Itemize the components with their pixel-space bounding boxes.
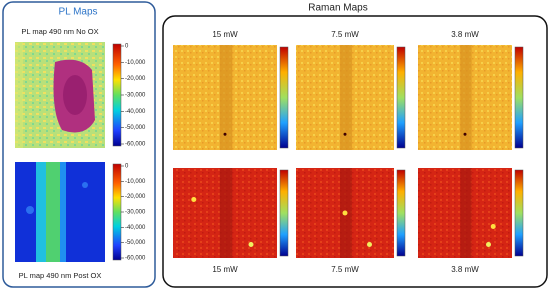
raman-hotspot <box>367 242 372 247</box>
pl-map-label: PL map 490 nm No OX <box>21 27 98 36</box>
raman-hotspot <box>490 224 496 229</box>
colorbar-label: -50,000 <box>125 240 146 246</box>
raman-map-stripe <box>219 168 233 258</box>
colorbar <box>396 46 406 149</box>
colorbar-label: -30,000 <box>125 93 146 99</box>
colorbar <box>514 46 524 149</box>
raman-panel <box>162 15 548 288</box>
colorbar <box>514 169 524 257</box>
raman-map-stripe <box>340 45 352 150</box>
raman-hotspot <box>191 197 197 202</box>
colorbar-label: -40,000 <box>125 109 146 115</box>
colorbar <box>396 169 406 257</box>
colorbar <box>112 43 122 147</box>
raman-map-stripe <box>460 168 472 258</box>
raman-hotspot <box>248 242 254 247</box>
colorbar-label: -10,000 <box>125 60 146 66</box>
pl-map-label: PL map 490 nm Post OX <box>19 271 102 280</box>
colorbar <box>279 46 289 149</box>
colorbar-label: -30,000 <box>125 210 146 216</box>
pl-map-image <box>15 162 105 262</box>
colorbar-label: -10,000 <box>125 179 146 185</box>
power-label: 7.5 mW <box>331 265 359 274</box>
raman-hotspot <box>342 210 348 216</box>
power-label: 7.5 mW <box>331 30 359 39</box>
power-label: 15 mW <box>212 265 238 274</box>
pl-title: PL Maps <box>58 7 97 18</box>
colorbar <box>112 163 122 261</box>
colorbar-labels: 0 -10,000 -20,000 -30,000 -40,000 -50,000 -60,… <box>121 164 146 262</box>
colorbar-label: 0 <box>125 44 129 50</box>
raman-hotspot <box>486 242 491 247</box>
power-label: 3.8 mW <box>451 265 479 274</box>
colorbar-label: 0 <box>125 164 129 170</box>
raman-maps: 15 mW 7.5 mW 3.8 mW 15 mW 7.5 mW 3.8 mW <box>173 30 524 274</box>
pl-map-image <box>15 42 105 148</box>
colorbar-labels: 0 -10,000 -20,000 -30,000 -40,000 -50,000 -60,… <box>121 44 146 148</box>
colorbar <box>279 169 289 257</box>
power-label: 3.8 mW <box>451 30 479 39</box>
colorbar-label: -40,000 <box>125 225 146 231</box>
colorbar-label: -60,000 <box>125 256 146 262</box>
raman-title: Raman Maps <box>308 3 367 14</box>
colorbar-label: -20,000 <box>125 76 146 82</box>
raman-map-stripe <box>460 45 472 150</box>
colorbar-label: -60,000 <box>125 142 146 148</box>
raman-hotspot <box>223 132 227 136</box>
pl-panel <box>2 1 156 288</box>
raman-hotspot <box>463 132 467 136</box>
raman-hotspot <box>343 132 347 136</box>
colorbar-label: -20,000 <box>125 194 146 200</box>
colorbar-label: -50,000 <box>125 125 146 131</box>
raman-map-stripe <box>219 45 233 150</box>
power-label: 15 mW <box>212 30 238 39</box>
